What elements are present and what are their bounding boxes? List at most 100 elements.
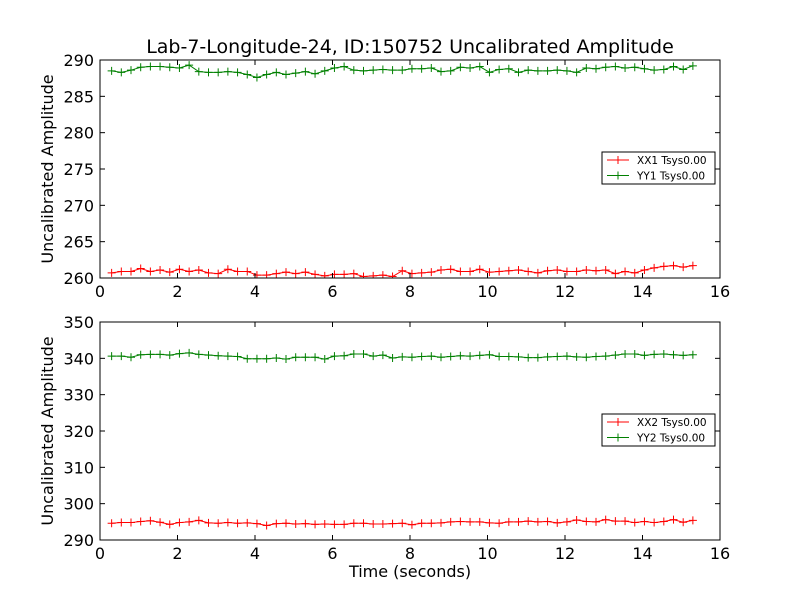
data-point xyxy=(282,268,290,277)
data-point xyxy=(243,354,252,363)
y-tick-label: 285 xyxy=(63,87,94,106)
data-point xyxy=(688,261,697,270)
y-tick-label: 275 xyxy=(63,160,94,179)
chart-title: Lab-7-Longitude-24, ID:150752 Uncalibrat… xyxy=(146,36,674,58)
data-point xyxy=(407,64,416,73)
data-point xyxy=(194,350,203,359)
x-tick-label: 8 xyxy=(405,544,415,563)
data-point xyxy=(117,518,126,527)
data-point xyxy=(659,517,668,526)
legend-marker xyxy=(614,433,622,442)
data-point xyxy=(611,62,620,71)
data-point xyxy=(407,353,416,362)
data-point xyxy=(456,267,465,276)
data-point xyxy=(349,66,358,75)
data-point xyxy=(582,266,591,275)
data-point xyxy=(127,267,135,276)
legend-marker xyxy=(614,156,622,164)
data-point xyxy=(165,268,174,277)
y-tick-label: 270 xyxy=(63,196,94,215)
data-point xyxy=(204,351,213,360)
data-point xyxy=(233,352,242,361)
data-point xyxy=(291,353,300,362)
data-point xyxy=(562,517,571,526)
data-point xyxy=(146,267,155,276)
data-point xyxy=(475,265,484,274)
data-point xyxy=(679,351,688,360)
data-point xyxy=(640,64,649,73)
data-point xyxy=(243,518,252,527)
data-point xyxy=(553,352,562,361)
data-point xyxy=(369,66,378,75)
series-2-2 xyxy=(107,348,697,364)
data-point xyxy=(630,349,639,358)
data-point xyxy=(378,65,387,74)
data-point xyxy=(272,68,281,77)
top-subplot: 0 2 4 6 8 10 12 14 16 260 265 270 275 280 285 290 Uncali… xyxy=(38,51,730,301)
data-point xyxy=(592,266,600,275)
data-point xyxy=(146,350,155,359)
x-tick-label: 12 xyxy=(555,282,575,301)
data-point xyxy=(185,348,194,357)
data-point xyxy=(485,518,494,527)
x-tick-label: 12 xyxy=(555,544,575,563)
data-point xyxy=(127,518,135,527)
data-point xyxy=(485,268,494,277)
data-point xyxy=(417,64,426,73)
data-point xyxy=(630,518,639,527)
x-tick-label: 10 xyxy=(477,544,497,563)
y-axis-label: Uncalibrated Amplitude xyxy=(38,74,57,263)
data-point xyxy=(378,520,387,529)
x-axis-label: Time (seconds) xyxy=(348,562,471,581)
data-point xyxy=(282,70,290,79)
legend-entry: YY2 Tsys0.00 xyxy=(607,433,705,445)
data-point xyxy=(495,519,504,528)
data-point xyxy=(688,61,697,70)
data-point xyxy=(533,353,542,362)
data-point xyxy=(359,66,368,75)
data-point xyxy=(272,353,281,362)
legend-label: YY1 Tsys0.00 xyxy=(636,171,705,183)
data-point xyxy=(621,267,630,276)
data-point xyxy=(640,517,649,526)
data-point xyxy=(659,349,668,358)
data-point xyxy=(485,68,494,77)
data-point xyxy=(175,265,184,274)
bottom-subplot: 0 2 4 6 8 10 12 14 16 290 300 310 320 330 340 350 Uncali… xyxy=(38,313,730,581)
data-point xyxy=(659,262,668,271)
x-tick-label: 0 xyxy=(95,282,105,301)
legend: XX2 Tsys0.00 YY2 Tsys0.00 xyxy=(601,413,716,447)
data-point xyxy=(194,67,203,76)
y-tick-label: 280 xyxy=(63,124,94,143)
data-point xyxy=(688,350,697,359)
data-point xyxy=(388,272,397,278)
data-point xyxy=(214,351,223,360)
data-point xyxy=(301,519,310,528)
data-point xyxy=(311,353,320,362)
data-point xyxy=(311,520,320,529)
legend: XX1 Tsys0.00 YY1 Tsys0.00 xyxy=(601,151,716,185)
data-point xyxy=(349,519,358,528)
y-tick-label: 310 xyxy=(63,458,94,477)
data-point xyxy=(562,352,571,361)
data-point xyxy=(204,268,213,277)
data-point xyxy=(262,354,271,363)
data-point xyxy=(146,62,155,71)
data-point xyxy=(282,355,290,364)
data-point xyxy=(611,517,620,526)
data-point xyxy=(456,351,465,360)
data-point xyxy=(398,519,407,528)
data-point xyxy=(679,263,688,272)
data-point xyxy=(456,517,465,526)
data-point xyxy=(533,517,542,526)
data-point xyxy=(592,64,600,73)
data-point xyxy=(369,271,378,278)
data-point xyxy=(427,63,436,72)
legend-label: XX2 Tsys0.00 xyxy=(637,417,707,429)
data-point xyxy=(107,66,116,75)
data-point xyxy=(369,520,378,529)
data-point xyxy=(669,515,678,524)
data-point xyxy=(107,519,116,528)
data-point xyxy=(291,520,300,529)
data-point xyxy=(223,518,232,527)
